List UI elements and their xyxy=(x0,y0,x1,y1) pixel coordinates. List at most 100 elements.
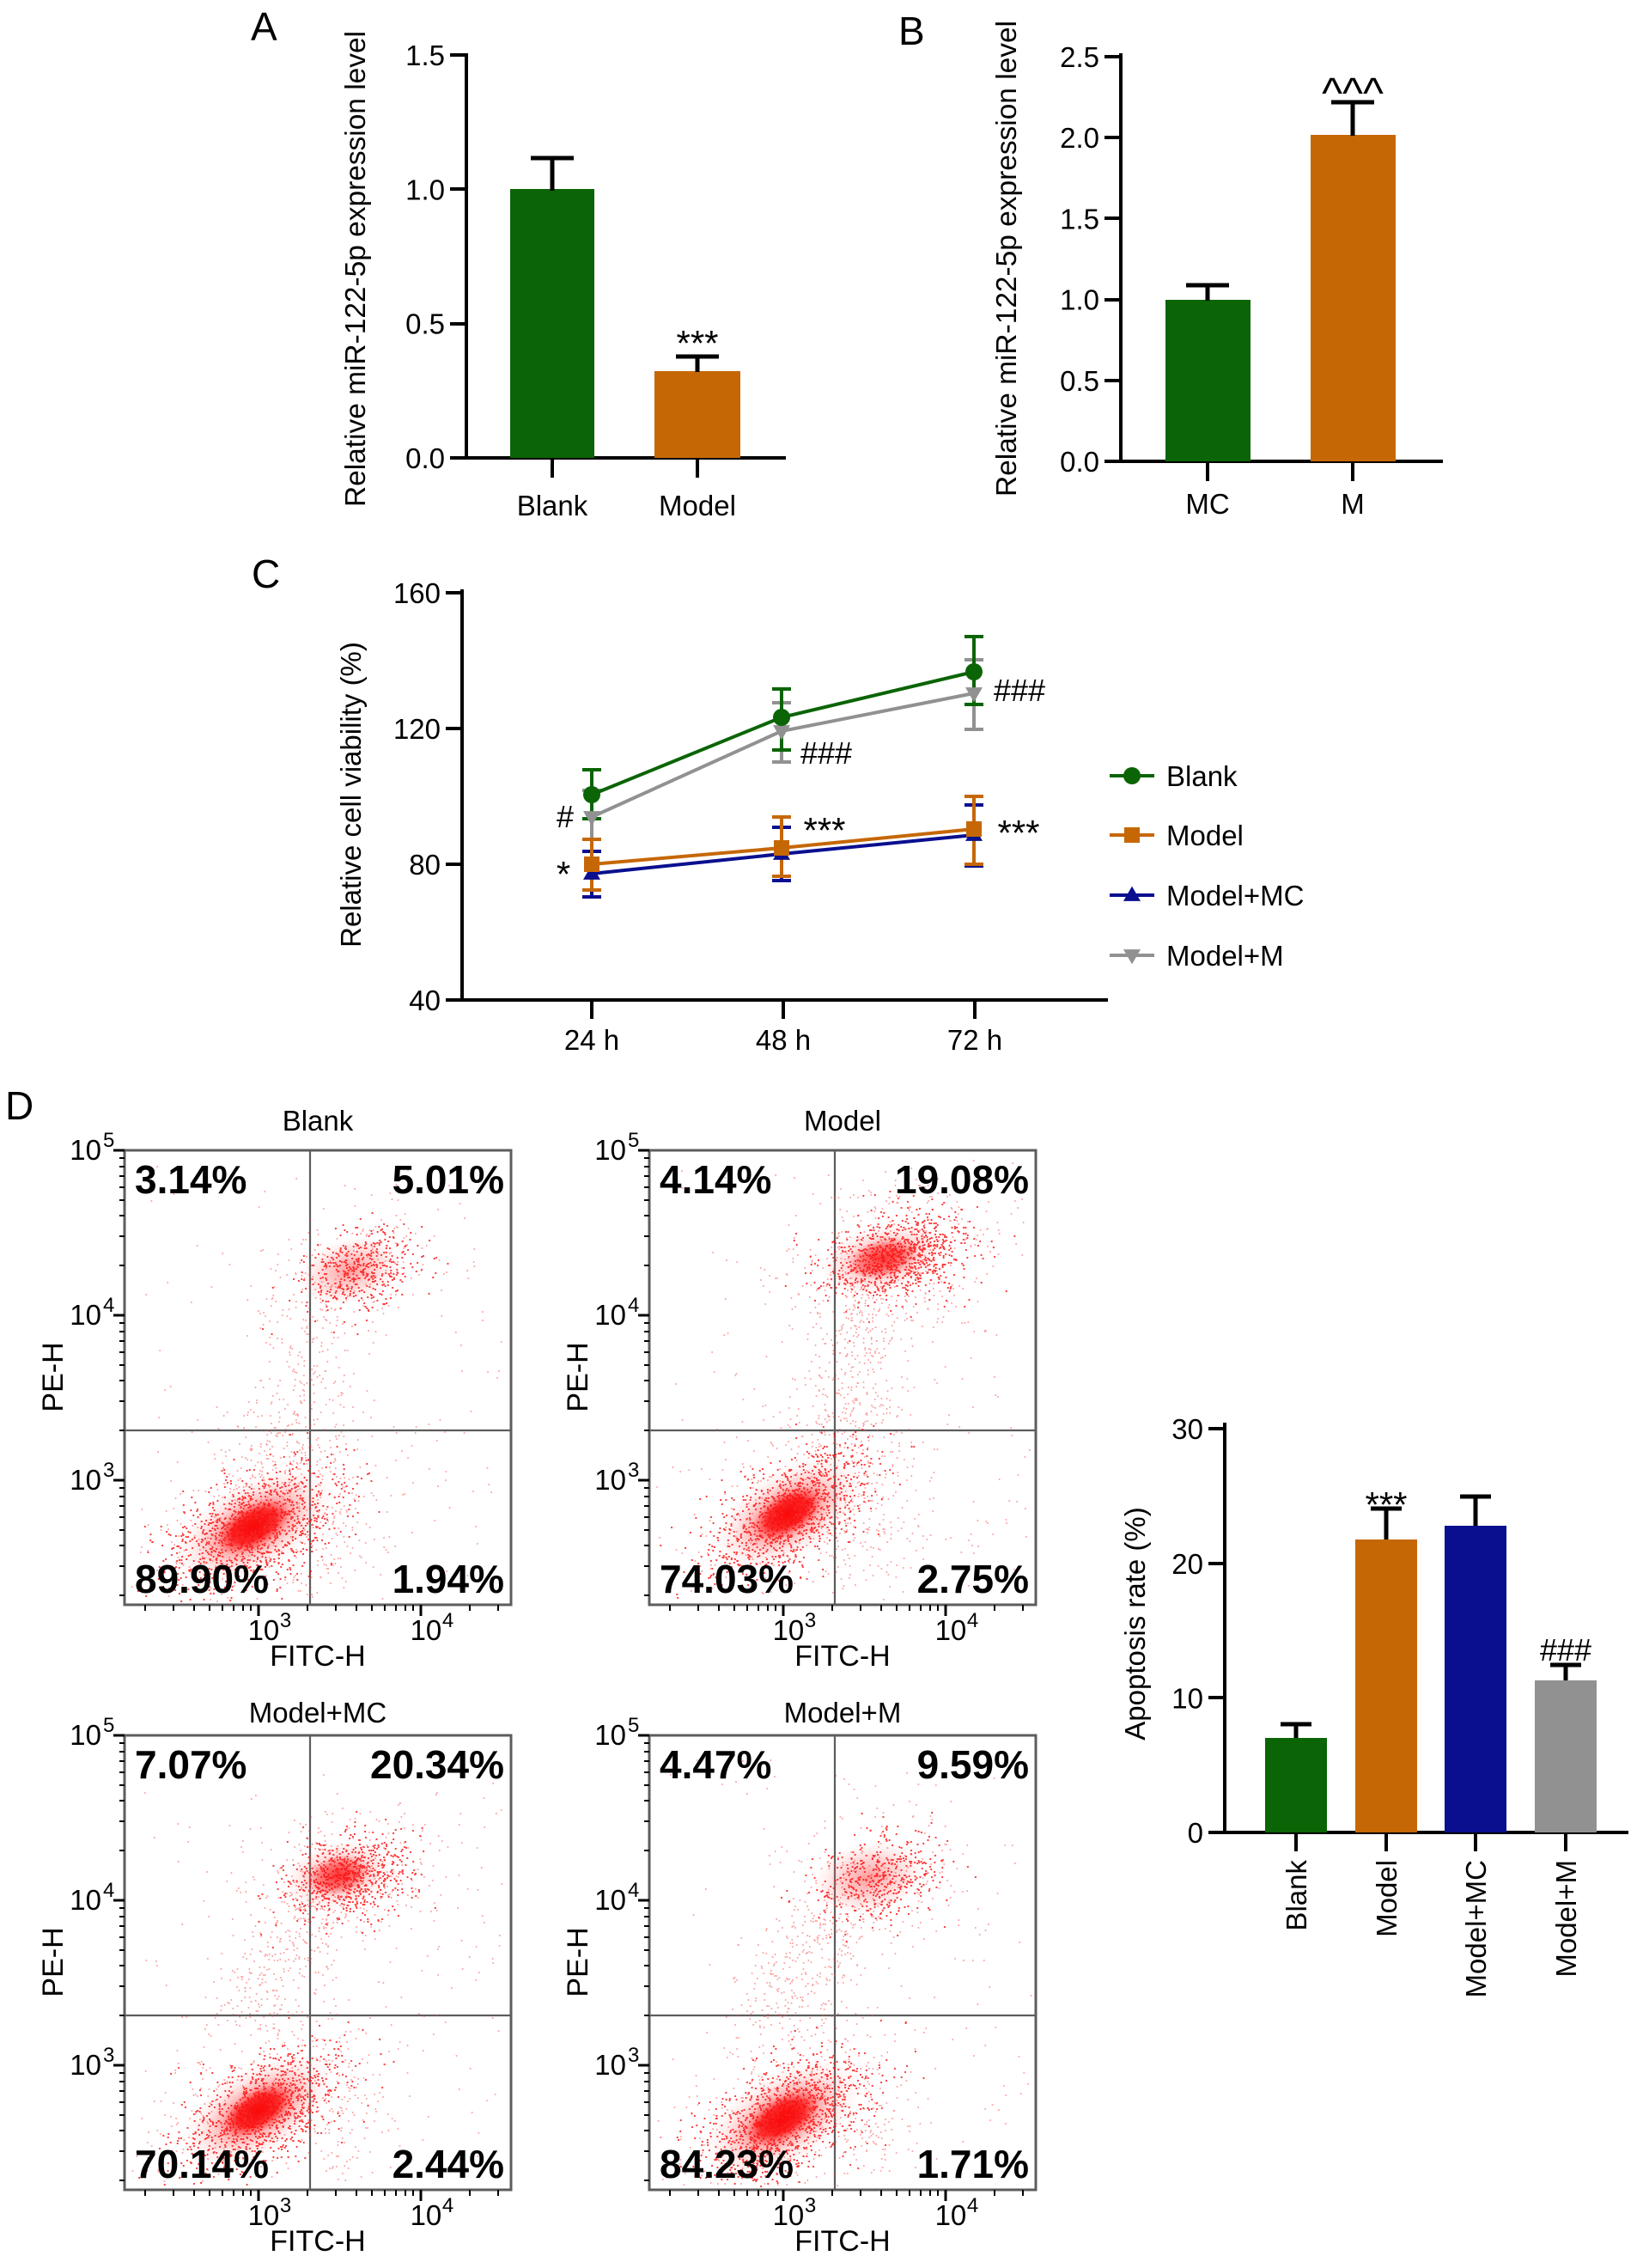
svg-text:160: 160 xyxy=(393,577,441,609)
svg-text:PE-H: PE-H xyxy=(562,1342,594,1411)
svg-text:20: 20 xyxy=(1171,1548,1203,1580)
svg-text:3: 3 xyxy=(103,2044,114,2067)
svg-text:120: 120 xyxy=(393,713,441,745)
svg-text:Model+M: Model+M xyxy=(784,1697,902,1728)
svg-text:Blank: Blank xyxy=(1281,1860,1312,1931)
svg-text:10: 10 xyxy=(594,1884,626,1916)
svg-text:4.47%: 4.47% xyxy=(660,1742,771,1787)
svg-text:10: 10 xyxy=(411,1614,442,1646)
svg-text:30: 30 xyxy=(1171,1413,1203,1445)
svg-text:Apoptosis rate (%): Apoptosis rate (%) xyxy=(1119,1507,1151,1740)
svg-text:Model+MC: Model+MC xyxy=(1166,880,1304,911)
svg-text:9.59%: 9.59% xyxy=(917,1742,1029,1787)
svg-text:10: 10 xyxy=(70,1464,101,1496)
svg-text:Model+M: Model+M xyxy=(1166,940,1284,972)
svg-text:1.94%: 1.94% xyxy=(392,1557,504,1601)
svg-text:80: 80 xyxy=(409,849,441,881)
svg-text:***: *** xyxy=(803,810,845,850)
svg-text:1.5: 1.5 xyxy=(1060,203,1099,235)
svg-text:10: 10 xyxy=(935,1614,967,1646)
svg-text:72 h: 72 h xyxy=(947,1024,1002,1056)
svg-text:4: 4 xyxy=(103,1294,114,1317)
svg-text:PE-H: PE-H xyxy=(562,1927,594,1997)
svg-text:0.5: 0.5 xyxy=(1060,365,1099,397)
svg-text:Blank: Blank xyxy=(283,1105,354,1137)
svg-text:89.90%: 89.90% xyxy=(135,1557,269,1601)
svg-text:3.14%: 3.14% xyxy=(135,1157,246,1202)
svg-text:10: 10 xyxy=(594,1719,626,1751)
svg-text:4: 4 xyxy=(628,1294,639,1317)
svg-text:FITC-H: FITC-H xyxy=(794,1640,890,1673)
svg-text:***: *** xyxy=(997,813,1039,853)
svg-text:2.75%: 2.75% xyxy=(917,1557,1029,1601)
svg-text:5: 5 xyxy=(103,1129,114,1152)
svg-text:10: 10 xyxy=(594,1464,626,1496)
svg-text:2.44%: 2.44% xyxy=(392,2142,504,2186)
svg-text:###: ### xyxy=(994,673,1045,708)
svg-text:2.0: 2.0 xyxy=(1060,122,1099,154)
svg-text:3: 3 xyxy=(103,1459,114,1482)
svg-text:Blank: Blank xyxy=(517,490,588,521)
svg-text:PE-H: PE-H xyxy=(37,1342,70,1411)
svg-text:3: 3 xyxy=(628,1459,639,1482)
svg-text:40: 40 xyxy=(409,985,441,1016)
svg-text:1.5: 1.5 xyxy=(405,40,445,71)
svg-text:0.5: 0.5 xyxy=(405,308,445,340)
svg-text:10: 10 xyxy=(70,1299,101,1331)
svg-text:5: 5 xyxy=(628,1714,639,1737)
svg-text:10: 10 xyxy=(935,2199,967,2231)
svg-text:5.01%: 5.01% xyxy=(392,1157,504,1202)
svg-text:3: 3 xyxy=(280,2194,291,2217)
svg-text:#: # xyxy=(557,799,574,834)
svg-text:4: 4 xyxy=(442,1609,453,1632)
svg-text:Model: Model xyxy=(1371,1860,1403,1937)
svg-text:10: 10 xyxy=(594,1299,626,1331)
svg-text:###: ### xyxy=(800,735,852,771)
svg-text:2.5: 2.5 xyxy=(1060,41,1099,73)
svg-text:***: *** xyxy=(676,323,718,363)
svg-text:C: C xyxy=(252,552,280,596)
svg-text:###: ### xyxy=(1540,1632,1591,1667)
svg-text:5: 5 xyxy=(628,1129,639,1152)
svg-text:10: 10 xyxy=(70,1884,101,1916)
svg-text:4: 4 xyxy=(628,1879,639,1902)
svg-text:24 h: 24 h xyxy=(564,1024,619,1056)
svg-text:19.08%: 19.08% xyxy=(895,1157,1029,1202)
svg-text:Model+MC: Model+MC xyxy=(249,1697,386,1728)
svg-text:Model+MC: Model+MC xyxy=(1460,1860,1492,1997)
svg-text:1.0: 1.0 xyxy=(405,174,445,205)
svg-text:10: 10 xyxy=(248,2199,280,2231)
svg-text:0.0: 0.0 xyxy=(405,442,445,474)
svg-text:*: * xyxy=(557,854,570,894)
svg-text:70.14%: 70.14% xyxy=(135,2142,269,2186)
svg-text:FITC-H: FITC-H xyxy=(270,1640,365,1673)
svg-text:10: 10 xyxy=(1171,1682,1203,1714)
svg-text:5: 5 xyxy=(103,1714,114,1737)
svg-text:0: 0 xyxy=(1188,1817,1203,1849)
svg-text:3: 3 xyxy=(628,2044,639,2067)
svg-text:3: 3 xyxy=(280,1609,291,1632)
svg-text:84.23%: 84.23% xyxy=(660,2142,794,2186)
svg-text:4.14%: 4.14% xyxy=(660,1157,771,1202)
svg-text:4: 4 xyxy=(967,2194,978,2217)
svg-text:Relative miR-122-5p expression: Relative miR-122-5p expression level xyxy=(990,21,1022,497)
svg-text:74.03%: 74.03% xyxy=(660,1557,794,1601)
svg-text:MC: MC xyxy=(1185,488,1229,520)
svg-text:D: D xyxy=(5,1083,33,1128)
svg-text:10: 10 xyxy=(594,1134,626,1166)
svg-text:10: 10 xyxy=(773,2199,805,2231)
svg-text:4: 4 xyxy=(967,1609,978,1632)
svg-text:Model: Model xyxy=(804,1105,881,1137)
svg-text:B: B xyxy=(898,9,925,53)
svg-text:0.0: 0.0 xyxy=(1060,446,1099,478)
svg-text:Relative cell viability (%): Relative cell viability (%) xyxy=(335,642,367,948)
svg-text:1.71%: 1.71% xyxy=(917,2142,1029,2186)
svg-text:A: A xyxy=(251,4,277,49)
svg-text:Blank: Blank xyxy=(1166,760,1238,792)
svg-text:1.0: 1.0 xyxy=(1060,284,1099,316)
svg-text:10: 10 xyxy=(70,2049,101,2081)
svg-text:PE-H: PE-H xyxy=(37,1927,70,1997)
svg-text:10: 10 xyxy=(248,1614,280,1646)
svg-text:M: M xyxy=(1341,488,1365,520)
svg-text:FITC-H: FITC-H xyxy=(794,2225,890,2258)
